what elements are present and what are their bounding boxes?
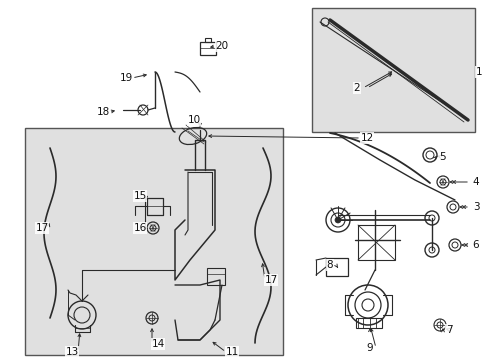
Text: 17: 17 [264, 275, 277, 285]
Text: 6: 6 [472, 240, 478, 250]
Text: 20: 20 [215, 41, 228, 51]
Bar [311, 8, 474, 132]
Text: 12: 12 [360, 133, 373, 143]
Text: 7: 7 [445, 325, 451, 335]
Bar [25, 128, 283, 355]
Text: 3: 3 [472, 202, 478, 212]
Text: 5: 5 [438, 152, 445, 162]
Text: 17: 17 [35, 223, 48, 233]
Text: 13: 13 [65, 347, 79, 357]
Bar [204, 38, 210, 42]
Text: 16: 16 [133, 223, 146, 233]
Bar [325, 258, 347, 276]
Text: 2: 2 [353, 83, 360, 93]
Text: 8: 8 [326, 260, 333, 270]
Bar [200, 42, 216, 55]
Circle shape [334, 217, 340, 223]
Text: 18: 18 [96, 107, 109, 117]
Text: 11: 11 [225, 347, 238, 357]
Text: 9: 9 [366, 343, 372, 353]
Text: 1: 1 [475, 67, 481, 77]
Text: 4: 4 [472, 177, 478, 187]
Text: 14: 14 [151, 339, 164, 349]
Text: 19: 19 [119, 73, 132, 83]
Text: 15: 15 [133, 191, 146, 201]
Bar [355, 318, 381, 328]
Bar [206, 268, 224, 285]
Text: 10: 10 [187, 115, 200, 125]
Bar [357, 225, 394, 260]
